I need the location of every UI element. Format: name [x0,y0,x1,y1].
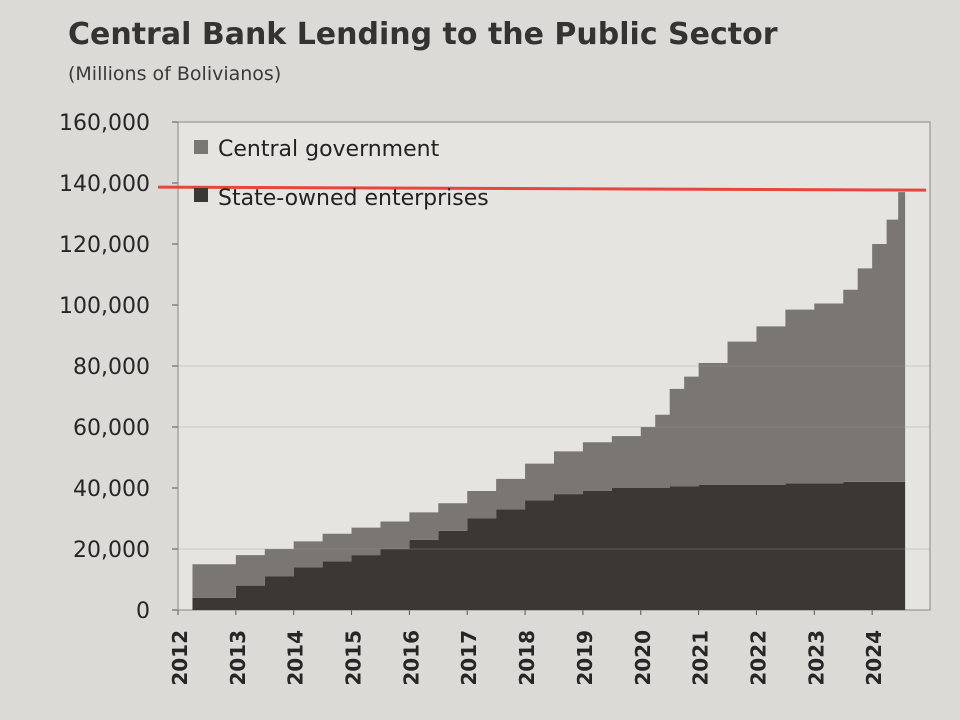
y-tick-label: 100,000 [59,294,150,319]
y-tick-label: 0 [136,599,150,624]
x-tick-label: 2019 [573,630,597,686]
x-tick-label: 2015 [342,630,366,686]
x-tick-label: 2021 [689,630,713,686]
x-tick-label: 2024 [862,630,886,686]
x-tick-label: 2014 [284,630,308,686]
y-tick-label: 40,000 [73,477,150,502]
x-tick-label: 2018 [515,630,539,686]
chart-title: Central Bank Lending to the Public Secto… [68,17,778,52]
legend-label-central-government: Central government [218,137,440,162]
legend: Central government State-owned enterpris… [194,137,489,211]
x-tick-label: 2023 [804,630,828,686]
x-tick-label: 2012 [168,630,192,686]
x-tick-label: 2020 [631,630,655,686]
y-tick-label: 60,000 [73,416,150,441]
y-tick-label: 160,000 [59,111,150,136]
legend-label-state-owned-enterprises: State-owned enterprises [218,186,489,211]
chart-subtitle: (Millions of Bolivianos) [68,63,281,85]
reference-line [157,185,927,192]
x-tick-label: 2022 [746,630,770,686]
legend-swatch-state-owned-enterprises [194,188,208,202]
y-tick-label: 80,000 [73,355,150,380]
y-tick-label: 120,000 [59,233,150,258]
y-tick-label: 140,000 [59,172,150,197]
x-tick-label: 2016 [399,630,423,686]
area-state-owned-enterprises [192,481,906,610]
gridlines [178,365,930,550]
area-central-government [192,192,906,598]
series-layer [192,192,906,610]
y-axis-ticks: 0 20,000 40,000 60,000 80,000 100,000 120,000 1… [59,111,178,624]
x-tick-label: 2017 [457,630,481,686]
legend-swatch-central-government [194,140,208,154]
x-tick-label: 2013 [226,630,250,686]
y-tick-label: 20,000 [73,538,150,563]
x-axis-ticks: 2012 2013 2014 2015 2016 2017 2018 2019 2020 2021… [168,610,886,686]
